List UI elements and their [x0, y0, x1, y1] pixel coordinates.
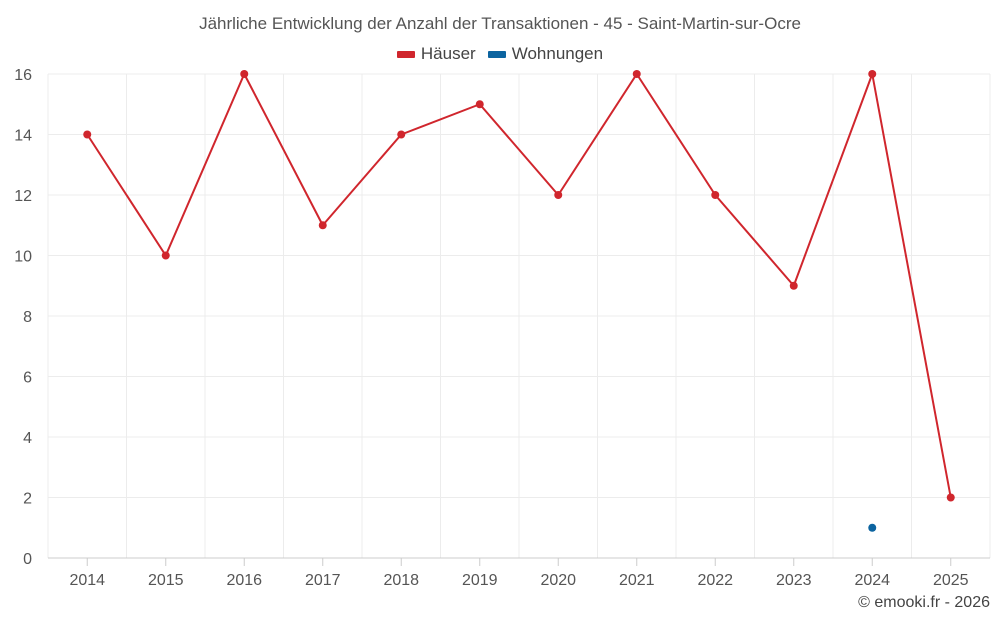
- x-tick-label: 2014: [69, 572, 105, 589]
- y-axis: 0 2 4 6 8 10 12 14 16: [14, 67, 32, 568]
- gridlines: [47, 73, 991, 558]
- legend-item-haeuser[interactable]: Häuser: [396, 44, 476, 64]
- series-line-haeuser: [86, 73, 952, 498]
- data-point-haeuser: [632, 70, 641, 78]
- data-point-haeuser: [789, 281, 798, 290]
- y-tick-label: 4: [23, 430, 32, 447]
- x-tick-label: 2022: [697, 572, 733, 589]
- credit-text: © emooki.fr - 2026: [858, 594, 990, 611]
- x-tick-label: 2016: [226, 572, 262, 589]
- legend-item-wohnungen[interactable]: Wohnungen: [487, 44, 604, 64]
- legend: Häuser Wohnungen: [0, 44, 1000, 64]
- x-tick-label: 2018: [383, 572, 419, 589]
- x-tick-label: 2017: [305, 572, 341, 589]
- y-tick-label: 0: [23, 551, 32, 568]
- data-point-haeuser: [868, 70, 877, 78]
- x-tick-label: 2020: [540, 572, 576, 589]
- x-tick-label: 2024: [854, 572, 890, 589]
- x-tick-label: 2025: [933, 572, 969, 589]
- data-point-haeuser: [397, 130, 406, 139]
- x-tick-label: 2023: [776, 572, 812, 589]
- legend-label-wohnungen: Wohnungen: [511, 44, 604, 63]
- data-point-haeuser: [946, 493, 955, 502]
- x-tick-label: 2015: [148, 572, 184, 589]
- y-tick-label: 8: [23, 309, 32, 326]
- legend-swatch-wohnungen: [487, 50, 506, 58]
- chart-title: Jährliche Entwicklung der Anzahl der Tra…: [199, 14, 801, 33]
- y-tick-label: 10: [14, 249, 32, 266]
- data-point-haeuser: [475, 100, 484, 109]
- data-point-haeuser: [318, 221, 327, 230]
- data-point-haeuser: [240, 70, 249, 78]
- legend-label-haeuser: Häuser: [420, 44, 476, 63]
- y-tick-label: 6: [23, 370, 32, 387]
- x-tick-label: 2019: [462, 572, 498, 589]
- data-point-haeuser: [554, 191, 563, 199]
- y-tick-label: 12: [14, 188, 32, 205]
- data-point-wohnungen: [868, 523, 877, 532]
- y-tick-label: 16: [14, 67, 32, 84]
- y-tick-label: 14: [14, 128, 32, 145]
- data-point-haeuser: [711, 191, 720, 199]
- data-point-haeuser: [161, 251, 170, 260]
- x-axis: 2014 2015 2016 2017 2018 2019 2020 2021 2022 2023…: [48, 557, 990, 589]
- y-tick-label: 2: [23, 491, 32, 508]
- series-group: [83, 70, 955, 532]
- legend-swatch-haeuser: [396, 50, 415, 58]
- x-tick-label: 2021: [619, 572, 655, 589]
- data-point-haeuser: [83, 130, 92, 139]
